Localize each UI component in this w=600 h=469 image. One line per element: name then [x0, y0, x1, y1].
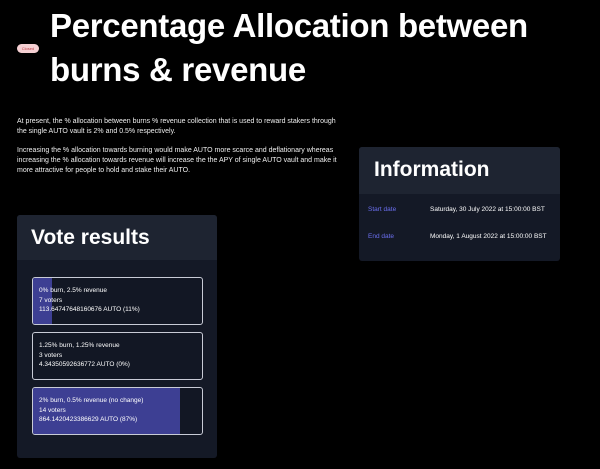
status-badge: Closed	[17, 44, 39, 53]
vote-option-text: 1.25% burn, 1.25% revenue 3 voters 4.34350…	[33, 333, 202, 378]
end-date-label: End date	[368, 233, 395, 240]
vote-percent-bar	[33, 388, 181, 434]
information-card: Information Start date Saturday, 30 July…	[359, 147, 560, 261]
vote-option-voters: 7 voters	[39, 296, 63, 304]
start-date-value: Saturday, 30 July 2022 at 15:00:00 BST	[430, 206, 545, 213]
vote-option-text: 2% burn, 0.5% revenue (no change) 14 vote…	[33, 388, 202, 433]
vote-option-amount: 4.34350592636772 AUTO (0%)	[39, 361, 130, 368]
vote-percent-bar	[33, 278, 52, 324]
vote-option-amount: 113.64747648160676 AUTO (11%)	[39, 306, 140, 313]
vote-option: 1.25% burn, 1.25% revenue 3 voters 4.34350…	[32, 332, 203, 380]
vote-option: 2% burn, 0.5% revenue (no change) 14 vote…	[32, 387, 203, 435]
description-paragraph-2: Increasing the % allocation towards burn…	[17, 147, 337, 174]
end-date-value: Monday, 1 August 2022 at 15:00:00 BST	[430, 233, 547, 240]
vote-option-voters: 14 voters	[39, 406, 66, 414]
vote-option-amount: 864.1420423386629 AUTO (87%)	[39, 416, 138, 423]
vote-option: 0% burn, 2.5% revenue 7 voters 113.6474764…	[32, 277, 203, 325]
vote-results-title: Vote results	[17, 215, 217, 260]
vote-option-text: 0% burn, 2.5% revenue 7 voters 113.6474764…	[33, 278, 202, 323]
vote-option-label: 1.25% burn, 1.25% revenue	[39, 342, 120, 349]
description-paragraph-1: At present, the % allocation between bur…	[17, 118, 336, 135]
page-title: Percentage Allocation between burns & re…	[50, 7, 528, 88]
start-date-label: Start date	[368, 206, 397, 213]
vote-option-label: 2% burn, 0.5% revenue (no change)	[39, 397, 144, 404]
information-title: Information	[359, 147, 560, 194]
vote-results-card: Vote results 0% burn, 2.5% revenue 7 vote…	[17, 215, 217, 458]
vote-option-voters: 3 voters	[39, 351, 63, 359]
vote-option-label: 0% burn, 2.5% revenue	[39, 287, 107, 294]
